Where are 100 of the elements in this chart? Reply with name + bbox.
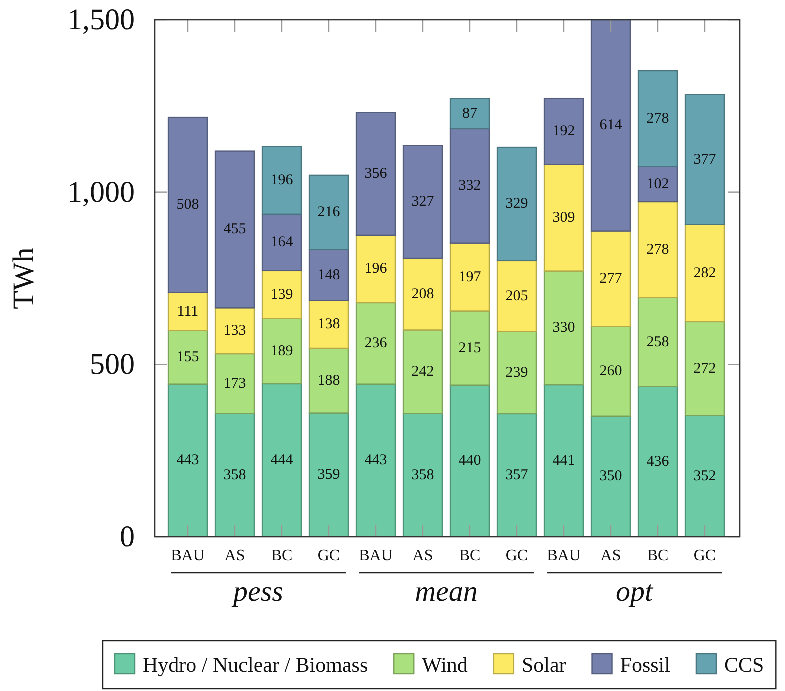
bar [684, 321, 726, 416]
data-label: 282 [694, 265, 716, 282]
bar [356, 384, 396, 537]
bar [356, 302, 396, 385]
bar [638, 166, 678, 203]
data-label: 359 [318, 467, 340, 484]
bar [402, 258, 444, 331]
bar [168, 330, 208, 385]
x-tick-label: AS [224, 548, 246, 564]
data-label: 164 [270, 234, 294, 251]
data-label: 277 [600, 271, 623, 288]
data-label: 327 [412, 194, 435, 210]
x-tick-label: BAU [547, 548, 582, 564]
bar [544, 164, 584, 272]
y-tick-label: 0 [120, 520, 135, 554]
bar [262, 383, 302, 537]
data-label: 330 [552, 320, 576, 336]
data-label: 441 [552, 453, 576, 469]
bar [402, 145, 444, 260]
data-label: 260 [600, 364, 622, 380]
bar [168, 116, 208, 294]
bar [356, 234, 396, 304]
legend-label: CCS [724, 653, 764, 677]
data-label: 455 [224, 222, 246, 238]
data-label: 133 [224, 323, 246, 340]
x-tick-label: BC [271, 548, 293, 564]
bar [450, 310, 490, 386]
bar [168, 292, 208, 332]
bar [308, 249, 350, 302]
bar [496, 146, 538, 262]
bar [308, 412, 350, 537]
bar [262, 146, 302, 215]
x-tick-label: AS [412, 548, 434, 564]
x-tick-label: BC [459, 548, 481, 564]
bar [402, 330, 444, 414]
legend-label: Fossil [620, 653, 671, 677]
bar [590, 20, 632, 232]
bar [496, 413, 538, 537]
bar [168, 384, 208, 537]
data-label: 239 [506, 364, 528, 381]
bar [214, 150, 256, 309]
bar [590, 416, 632, 537]
text: pess [232, 576, 284, 608]
data-label: 352 [694, 468, 716, 484]
x-tick-label: BAU [359, 548, 394, 564]
data-label: 272 [694, 360, 716, 377]
data-label: 356 [364, 166, 388, 182]
legend-label: Wind [422, 653, 468, 677]
bar [450, 98, 490, 130]
data-label: 189 [270, 343, 294, 360]
data-label: 440 [458, 453, 482, 470]
data-label: 278 [646, 242, 670, 258]
y-axis-title: TWh [8, 248, 40, 310]
data-label: 188 [318, 372, 340, 389]
data-label: 614 [600, 118, 623, 134]
x-tick-label: BAU [171, 548, 206, 564]
data-label: 87 [462, 106, 478, 122]
data-label: 208 [412, 286, 434, 302]
data-label: 205 [506, 288, 528, 304]
data-label: 329 [506, 196, 528, 212]
data-label: 197 [458, 269, 482, 286]
data-label: 215 [458, 340, 482, 356]
bar [544, 270, 584, 386]
data-label: 196 [364, 261, 388, 278]
bar [214, 413, 256, 537]
data-label: 508 [176, 197, 200, 214]
data-label: 102 [646, 176, 670, 192]
bar [450, 128, 490, 244]
bar [262, 214, 302, 272]
x-tick-label: GC [318, 548, 340, 564]
bar [356, 112, 396, 236]
bar [402, 413, 444, 537]
data-label: 196 [270, 172, 294, 189]
data-label: 309 [552, 210, 576, 226]
x-tick-label: GC [506, 548, 528, 564]
data-label: 377 [694, 152, 717, 168]
data-label: 443 [176, 452, 200, 469]
bar [638, 386, 678, 537]
x-tick-label: AS [600, 548, 622, 564]
bar [544, 384, 584, 537]
data-label: 192 [552, 124, 576, 140]
data-label: 242 [412, 364, 434, 380]
legend-label: Solar [522, 653, 566, 677]
data-label: 332 [458, 178, 482, 194]
data-label: 155 [176, 350, 200, 366]
data-label: 148 [318, 267, 340, 284]
data-label: 436 [646, 454, 670, 470]
bar [308, 300, 350, 350]
data-label: 444 [270, 452, 294, 468]
data-label: 216 [318, 204, 341, 221]
bar [590, 230, 632, 328]
data-label: 258 [646, 334, 670, 350]
data-label: 173 [224, 376, 246, 392]
bar [214, 353, 256, 414]
bar [214, 308, 256, 355]
data-label: 350 [600, 468, 622, 485]
bar [590, 326, 632, 417]
bar [638, 297, 678, 388]
y-tick-label: 500 [90, 348, 135, 382]
data-label: 358 [224, 467, 246, 484]
